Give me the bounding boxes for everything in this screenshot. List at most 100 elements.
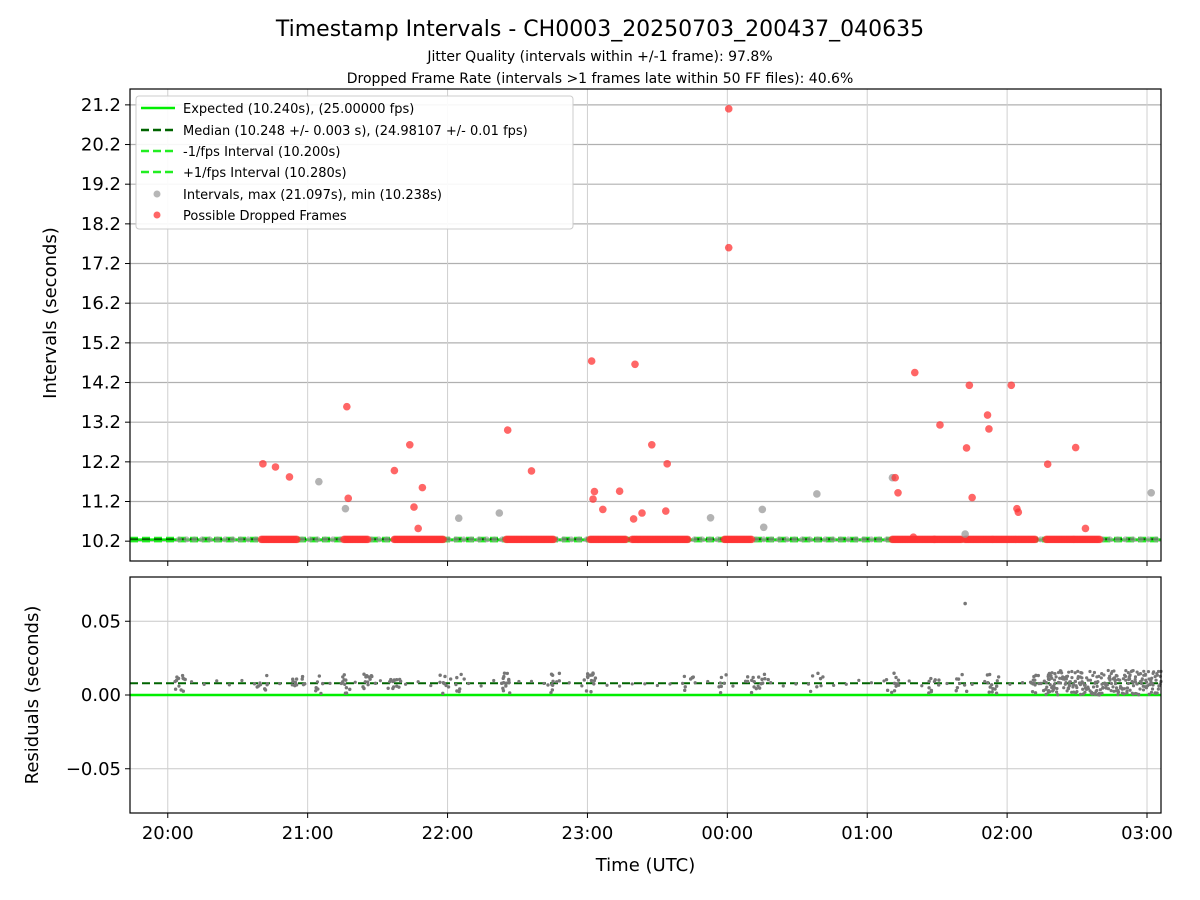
- interval-point: [560, 536, 567, 543]
- residual-point: [557, 671, 562, 676]
- residual-point: [983, 679, 987, 684]
- intervals-plot: 10.2 11.2 12.2 13.2 14.2 15.2 16.2 17.2 18.2 19.2…: [40, 88, 1162, 566]
- interval-point: [691, 536, 698, 543]
- residual-point: [884, 677, 889, 682]
- interval-point: [175, 536, 182, 543]
- residual-point: [937, 683, 941, 687]
- residual-point: [240, 678, 244, 683]
- residual-point: [580, 684, 584, 688]
- interval-outlier-point: [1147, 488, 1156, 497]
- residual-point: [443, 674, 447, 679]
- y-tick-label: 0.00: [81, 685, 121, 706]
- residual-point: [945, 681, 949, 686]
- residual-point: [1072, 682, 1076, 686]
- residual-point: [278, 682, 282, 686]
- dropped-frame-point: [621, 535, 630, 544]
- residual-point: [585, 672, 590, 676]
- residual-point: [252, 682, 257, 686]
- residual-point: [546, 683, 550, 687]
- residual-point: [551, 679, 555, 684]
- residual-point: [1095, 688, 1099, 693]
- interval-point: [1037, 536, 1044, 543]
- residual-point: [1068, 680, 1072, 684]
- residual-point: [1127, 677, 1132, 681]
- residual-point: [1039, 681, 1043, 686]
- residuals-x-ticks: 20:00 21:00 22:00 23:00 00:00 01:00 02:00 03:00: [142, 813, 1173, 844]
- dropped-frame-point: [1043, 460, 1052, 469]
- x-tick-label: 01:00: [841, 823, 893, 844]
- residual-point: [815, 685, 819, 689]
- dropped-frame-point: [590, 487, 599, 496]
- dropped-frame-point: [661, 507, 670, 515]
- interval-outlier-point: [315, 477, 323, 486]
- interval-point: [837, 536, 844, 543]
- dropped-frame-point: [663, 460, 671, 468]
- residual-point: [724, 673, 728, 677]
- residual-point: [1044, 692, 1048, 696]
- interval-point: [853, 536, 860, 543]
- interval-point: [760, 536, 767, 543]
- residual-point: [1126, 671, 1130, 675]
- dropped-frame-point: [589, 495, 597, 503]
- residual-point: [1111, 685, 1115, 689]
- residual-point: [816, 671, 820, 676]
- residual-point: [1156, 687, 1160, 691]
- residual-point: [1108, 674, 1112, 678]
- dropped-frame-point: [363, 535, 372, 544]
- residual-point: [832, 683, 836, 687]
- dropped-frame-point: [891, 473, 900, 482]
- residual-point: [1099, 676, 1103, 680]
- figure-subtitle-jitter: Jitter Quality (intervals within +/-1 fr…: [426, 49, 772, 65]
- residual-point: [955, 685, 960, 690]
- residual-point: [1102, 673, 1106, 677]
- residual-point: [550, 683, 555, 687]
- chart-legend: Expected (10.240s), (25.00000 fps) Media…: [135, 95, 574, 230]
- residual-point: [542, 681, 546, 686]
- residual-point: [954, 689, 958, 693]
- residual-point: [1142, 669, 1146, 673]
- residual-point: [1115, 674, 1119, 678]
- residual-point: [927, 679, 931, 684]
- residual-point: [1140, 678, 1144, 682]
- intervals-x-ticks: [167, 561, 1148, 566]
- dropped-frame-point: [587, 357, 596, 365]
- residual-point: [1145, 680, 1149, 684]
- residual-point: [1155, 691, 1159, 695]
- residual-point: [227, 683, 231, 687]
- residual-point: [1100, 691, 1104, 695]
- residual-point: [1050, 689, 1055, 693]
- residual-point: [177, 684, 181, 688]
- residual-point: [1064, 680, 1068, 685]
- residual-point: [1060, 671, 1064, 675]
- residual-point: [1079, 671, 1083, 675]
- residual-point: [1150, 676, 1154, 680]
- residual-point: [364, 675, 368, 679]
- residual-point: [1135, 682, 1139, 686]
- residual-point: [1101, 686, 1105, 690]
- interval-outlier-point: [495, 509, 504, 517]
- residual-point: [181, 676, 185, 680]
- residual-point: [584, 689, 589, 693]
- residual-point: [429, 683, 433, 688]
- residual-point: [962, 683, 967, 687]
- residual-point: [1044, 681, 1048, 685]
- dropped-frame-point: [683, 535, 692, 544]
- residual-point: [1137, 693, 1141, 697]
- residual-point: [655, 683, 659, 688]
- residual-point: [895, 682, 899, 686]
- dropped-frame-point: [414, 524, 422, 533]
- interval-point: [860, 536, 867, 543]
- residual-point: [1125, 686, 1130, 690]
- residual-point: [202, 682, 206, 686]
- residual-point: [1055, 686, 1059, 691]
- residual-point: [743, 679, 748, 683]
- y-tick-label: 12.2: [81, 452, 121, 473]
- interval-point: [822, 536, 829, 543]
- residual-point: [1047, 678, 1051, 682]
- dropped-frame-point: [724, 105, 733, 113]
- residual-point: [766, 677, 770, 682]
- residual-point: [752, 680, 756, 684]
- residual-point: [457, 689, 461, 694]
- residual-point: [763, 677, 767, 681]
- residual-point: [582, 678, 586, 682]
